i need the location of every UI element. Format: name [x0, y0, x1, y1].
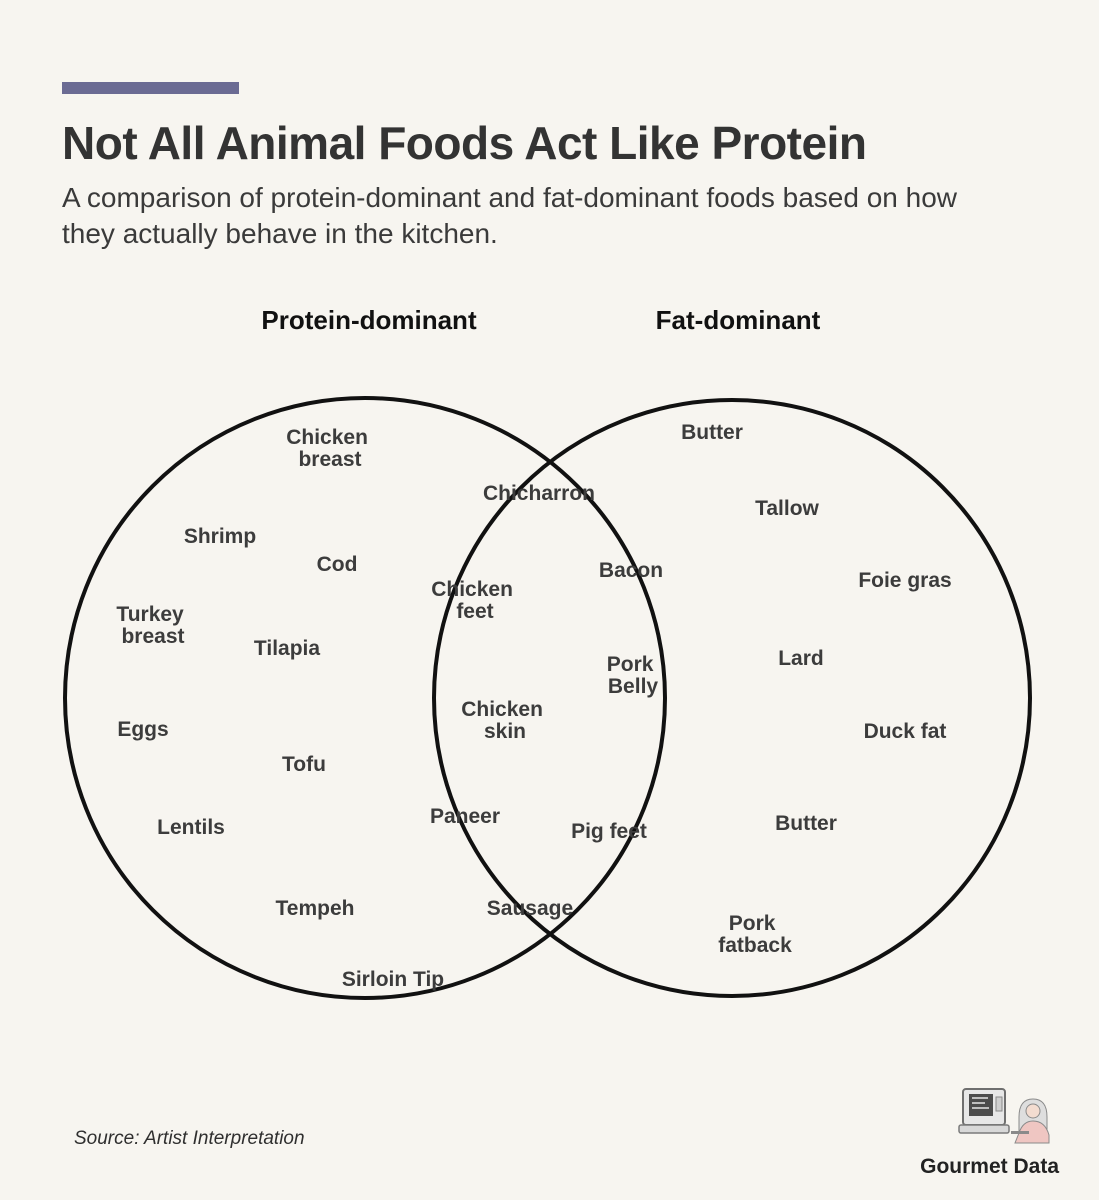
food-item: Butter: [775, 812, 837, 835]
food-item: Paneer: [430, 805, 500, 828]
food-item-line: fatback: [718, 934, 792, 957]
food-item-line: Lentils: [157, 816, 225, 839]
food-item: Eggs: [117, 718, 168, 741]
food-item: Foie gras: [858, 569, 951, 592]
food-item: Turkey breast: [116, 603, 189, 648]
computer-and-person-icon: [958, 1088, 1050, 1144]
food-item: Chicharron: [483, 482, 595, 505]
food-item: Tofu: [282, 753, 326, 776]
food-item-line: Tallow: [755, 497, 819, 520]
food-item-line: Foie gras: [858, 569, 951, 592]
food-item: Tilapia: [254, 637, 320, 660]
food-item-line: breast: [121, 625, 184, 648]
food-item: Pig feet: [571, 820, 647, 843]
food-item-line: Chicken: [431, 578, 513, 601]
food-item-line: Sirloin Tip: [342, 968, 444, 991]
food-item: Chicken breast: [286, 426, 374, 471]
protein-only-items: Chicken breast Shrimp Cod Turkey breast …: [116, 426, 444, 991]
food-item-line: Tofu: [282, 753, 326, 776]
fat-dominant-label: Fat-dominant: [656, 305, 821, 335]
food-item-line: Pig feet: [571, 820, 647, 843]
food-item-line: Duck fat: [864, 720, 947, 743]
food-item: Lard: [778, 647, 824, 670]
overlap-items: Chicharron Chicken feet Bacon Pork Belly…: [430, 482, 663, 920]
protein-dominant-circle: [63, 396, 667, 1000]
food-item: Duck fat: [864, 720, 947, 743]
food-item: Pork Belly: [607, 653, 660, 698]
food-item-line: Chicken: [286, 426, 368, 449]
food-item-line: Butter: [681, 421, 743, 444]
food-item: Chicken feet: [431, 578, 519, 623]
food-item: Tempeh: [276, 897, 355, 920]
brand-name: Gourmet Data: [920, 1155, 1059, 1178]
food-item-line: Butter: [775, 812, 837, 835]
food-item-line: Sausage: [487, 897, 573, 920]
food-item: Sausage: [487, 897, 573, 920]
food-item: Lentils: [157, 816, 225, 839]
food-item-line: Pork: [729, 912, 776, 935]
food-item-line: Tempeh: [276, 897, 355, 920]
fat-only-items: Butter Tallow Foie gras Lard Duck fat Bu…: [681, 421, 952, 957]
food-item-line: Chicharron: [483, 482, 595, 505]
page-title: Not All Animal Foods Act Like Protein: [62, 117, 867, 169]
food-item: Bacon: [599, 559, 663, 582]
food-item: Chicken skin: [461, 698, 549, 743]
food-item-line: Lard: [778, 647, 824, 670]
food-item-line: Tilapia: [254, 637, 320, 660]
food-item-line: Bacon: [599, 559, 663, 582]
food-item: Sirloin Tip: [342, 968, 444, 991]
food-item: Shrimp: [184, 525, 256, 548]
food-item-line: Pork: [607, 653, 654, 676]
food-item-line: Belly: [608, 675, 659, 698]
food-item-line: feet: [456, 600, 493, 623]
fat-dominant-circle: [432, 398, 1032, 998]
accent-bar: [62, 82, 239, 94]
food-item-line: Eggs: [117, 718, 168, 741]
food-item-line: Chicken: [461, 698, 543, 721]
food-item-line: Turkey: [116, 603, 184, 626]
source-note: Source: Artist Interpretation: [74, 1128, 305, 1149]
food-item-line: skin: [484, 720, 526, 743]
page-subtitle: A comparison of protein-dominant and fat…: [62, 182, 958, 249]
food-item: Tallow: [755, 497, 819, 520]
food-item: Butter: [681, 421, 743, 444]
food-item: Pork fatback: [718, 912, 792, 957]
protein-dominant-label: Protein-dominant: [261, 305, 477, 335]
food-item: Cod: [317, 553, 358, 576]
food-item-line: breast: [298, 448, 361, 471]
food-item-line: Cod: [317, 553, 358, 576]
food-item-line: Paneer: [430, 805, 500, 828]
food-item-line: Shrimp: [184, 525, 256, 548]
